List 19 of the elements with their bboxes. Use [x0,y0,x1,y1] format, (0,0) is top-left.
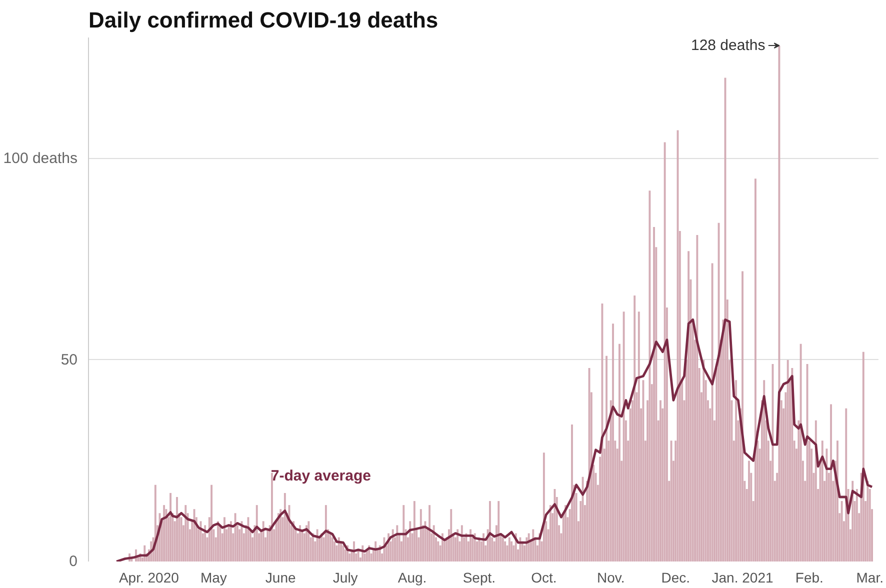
x-tick-label: Nov. [596,570,625,586]
x-tick-label: Mar. [856,570,884,586]
x-tick-label: Feb. [795,570,824,586]
annotation: 128 deaths [690,37,766,54]
series-label: 7-day average [270,468,371,485]
x-tick-label: June [265,570,296,586]
y-tick-label: 0 [69,553,78,570]
x-tick-label: May [200,570,227,586]
x-tick-label: Aug. [398,570,427,586]
x-tick-label: Sept. [462,570,496,586]
x-tick-label: Apr. 2020 [118,570,180,586]
chart-title: Daily confirmed COVID-19 deaths [88,8,438,32]
x-tick-label: Oct. [531,570,557,586]
line-series [115,318,874,562]
x-tick-label: Dec. [661,570,690,586]
y-tick-label: 100 deaths [3,150,78,167]
x-tick-label: Jan. 2021 [712,570,774,586]
y-tick-label: 50 [60,351,78,368]
x-tick-label: July [332,570,358,586]
